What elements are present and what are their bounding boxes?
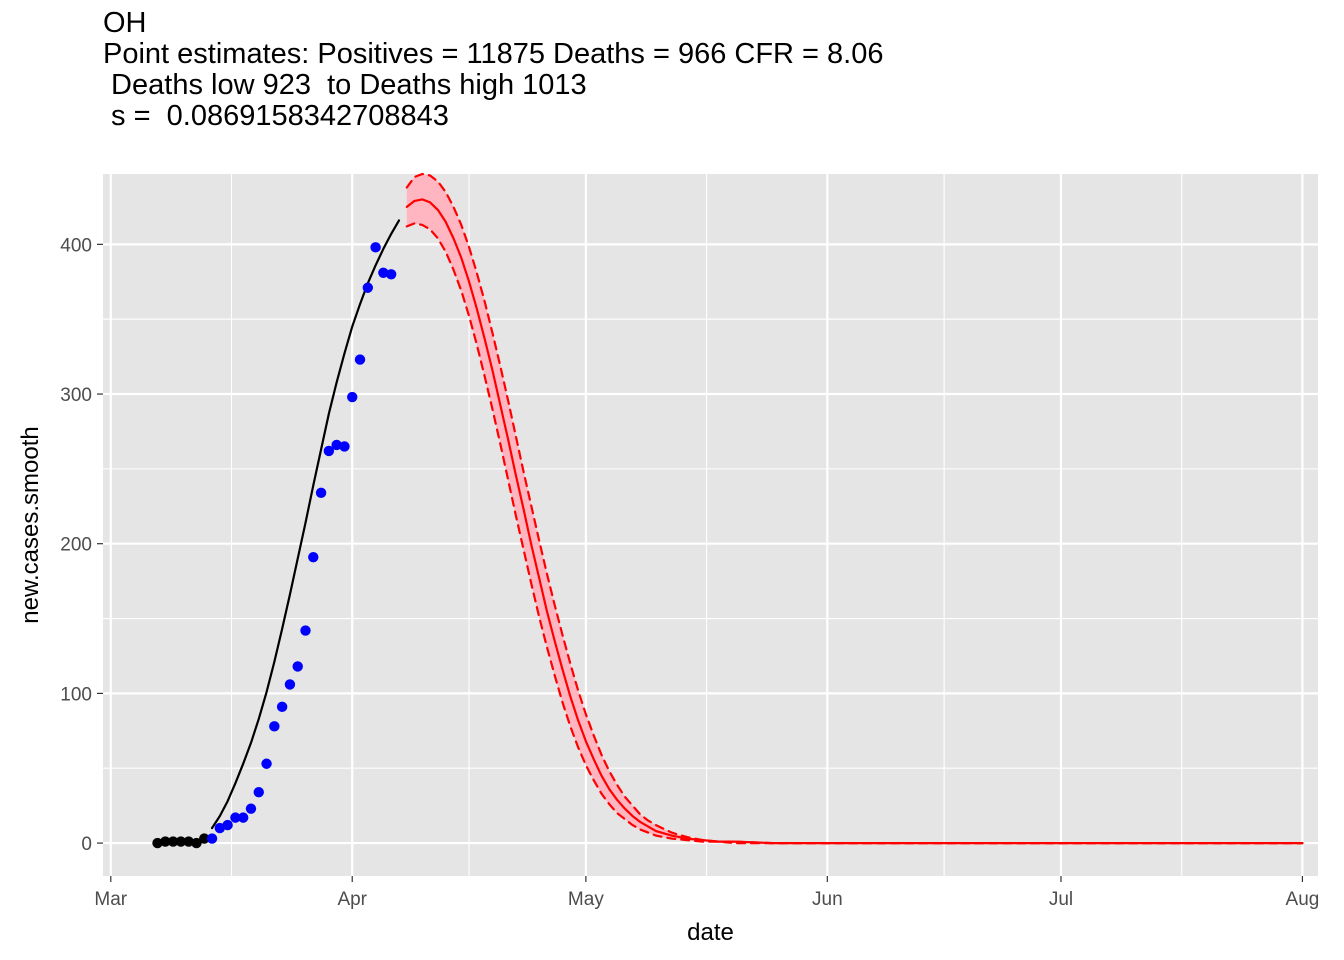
x-tick-label: Jun (812, 889, 843, 910)
x-axis-title: date (687, 919, 734, 946)
observed-point (378, 267, 389, 278)
y-tick-label: 200 (60, 535, 92, 556)
observed-point (214, 822, 226, 834)
observed-point (354, 354, 366, 365)
observed-point (261, 758, 272, 769)
observed-point (245, 803, 257, 814)
x-tick-label: Mar (94, 889, 127, 910)
observed-early-point (160, 836, 171, 847)
observed-early-point (199, 833, 210, 844)
x-axis: Mar Apr May Jun Jul Aug (94, 876, 1319, 910)
projection-low-line (405, 222, 1304, 845)
x-tick-label: Aug (1286, 889, 1320, 910)
y-axis-title: new.cases.smooth (17, 426, 44, 623)
observed-point (362, 282, 374, 293)
observed-point (222, 819, 233, 831)
observed-point (284, 679, 296, 690)
y-axis: 0 100 200 300 400 (60, 235, 103, 855)
observed-point (315, 487, 327, 499)
major-gridlines (103, 174, 1318, 876)
observed-point (331, 439, 342, 451)
y-tick-label: 300 (60, 385, 92, 406)
observed-early-point (152, 837, 163, 849)
observed-point (300, 625, 311, 636)
plot-panel (103, 174, 1318, 876)
observed-point (370, 242, 381, 253)
series-points (152, 242, 397, 849)
x-tick-label: Apr (337, 889, 367, 910)
chart-subtitle-s-value: s = 0.0869158342708843 (103, 100, 449, 132)
x-tick-label: May (568, 889, 604, 910)
observed-early-point (183, 836, 194, 847)
y-tick-label: 100 (60, 684, 92, 705)
observed-point (253, 786, 264, 798)
x-tick-label: Jul (1049, 889, 1073, 910)
observed-last-point (385, 269, 397, 280)
chart-subtitle-deaths-range: Deaths low 923 to Deaths high 1013 (103, 69, 587, 101)
observed-point (276, 701, 288, 713)
y-tick-label: 0 (81, 834, 92, 855)
minor-gridlines (103, 174, 1318, 876)
chart-title: OH (103, 7, 147, 39)
observed-early-point (175, 836, 187, 847)
observed-point (347, 391, 358, 403)
chart-title-block: OH Point estimates: Positives = 11875 De… (103, 8, 883, 132)
observed-early-point (167, 836, 179, 847)
observed-point (323, 445, 335, 457)
y-tick-label: 400 (60, 235, 92, 256)
observed-early-point (191, 837, 202, 849)
observed-point (339, 441, 350, 452)
observed-point (230, 812, 241, 823)
chart-subtitle-positives: Point estimates: Positives = 11875 Death… (103, 38, 884, 70)
observed-point (269, 721, 280, 732)
series-lines (210, 172, 1304, 845)
observed-point (237, 812, 249, 823)
observed-point (308, 551, 319, 563)
observed-point (292, 661, 303, 672)
observed-point (206, 833, 218, 844)
